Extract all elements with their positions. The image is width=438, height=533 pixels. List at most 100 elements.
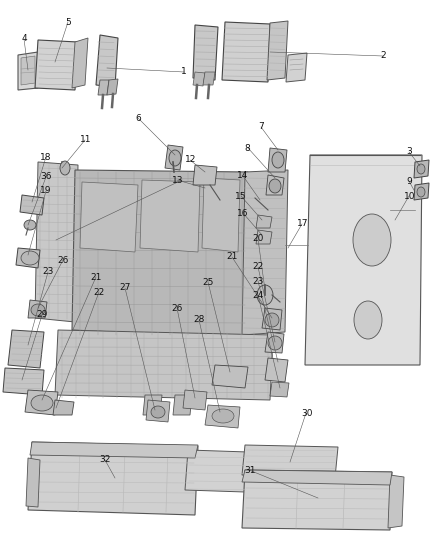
Text: 9: 9 [406, 177, 413, 185]
Text: 4: 4 [21, 35, 27, 43]
Polygon shape [25, 390, 58, 415]
Ellipse shape [31, 304, 45, 316]
Ellipse shape [169, 150, 181, 166]
Polygon shape [8, 330, 44, 368]
Text: 15: 15 [235, 192, 247, 200]
Text: 26: 26 [58, 256, 69, 264]
Polygon shape [242, 170, 288, 335]
Polygon shape [173, 395, 192, 415]
Ellipse shape [417, 187, 425, 197]
Text: 16: 16 [237, 209, 249, 217]
Text: 32: 32 [99, 455, 111, 464]
Ellipse shape [353, 214, 391, 266]
Polygon shape [30, 442, 198, 458]
Polygon shape [414, 183, 429, 200]
Polygon shape [28, 442, 198, 515]
Text: 2: 2 [381, 52, 386, 60]
Polygon shape [185, 450, 248, 492]
Polygon shape [265, 332, 284, 353]
Polygon shape [165, 145, 183, 170]
Ellipse shape [151, 406, 165, 418]
Polygon shape [267, 21, 288, 80]
Ellipse shape [31, 395, 53, 411]
Polygon shape [202, 178, 240, 252]
Polygon shape [203, 72, 215, 85]
Polygon shape [193, 165, 217, 185]
Ellipse shape [212, 409, 234, 423]
Polygon shape [222, 22, 270, 82]
Text: 24: 24 [253, 292, 264, 300]
Polygon shape [53, 400, 74, 415]
Polygon shape [205, 405, 240, 428]
Text: 19: 19 [40, 187, 52, 195]
Ellipse shape [417, 164, 425, 174]
Polygon shape [193, 25, 218, 80]
Polygon shape [21, 56, 35, 85]
Text: 8: 8 [244, 144, 251, 152]
Polygon shape [270, 382, 289, 397]
Polygon shape [286, 53, 307, 82]
Text: 12: 12 [185, 156, 196, 164]
Ellipse shape [354, 301, 382, 339]
Ellipse shape [24, 220, 36, 230]
Polygon shape [262, 308, 282, 330]
Text: 28: 28 [194, 316, 205, 324]
Ellipse shape [257, 285, 273, 305]
Polygon shape [3, 368, 44, 395]
Polygon shape [183, 390, 207, 410]
Text: 23: 23 [253, 277, 264, 286]
Text: 11: 11 [80, 135, 91, 144]
Polygon shape [55, 330, 273, 400]
Polygon shape [35, 162, 78, 322]
Text: 5: 5 [65, 18, 71, 27]
Text: 29: 29 [36, 310, 47, 319]
Polygon shape [212, 365, 248, 388]
Polygon shape [305, 155, 422, 365]
Polygon shape [268, 148, 287, 172]
Polygon shape [16, 248, 40, 268]
Polygon shape [146, 400, 170, 422]
Ellipse shape [269, 179, 281, 193]
Text: 23: 23 [42, 268, 54, 276]
Polygon shape [266, 175, 284, 195]
Text: 22: 22 [253, 262, 264, 271]
Polygon shape [242, 445, 338, 478]
Polygon shape [80, 182, 138, 252]
Polygon shape [98, 80, 109, 95]
Polygon shape [414, 160, 429, 178]
Polygon shape [143, 395, 162, 415]
Polygon shape [107, 79, 118, 95]
Text: 14: 14 [237, 172, 249, 180]
Text: 21: 21 [91, 273, 102, 281]
Text: 26: 26 [172, 304, 183, 312]
Text: 10: 10 [404, 192, 415, 200]
Ellipse shape [60, 161, 70, 175]
Polygon shape [265, 358, 288, 382]
Polygon shape [256, 215, 272, 228]
Ellipse shape [268, 336, 282, 350]
Polygon shape [242, 470, 392, 530]
Polygon shape [72, 170, 248, 338]
Polygon shape [28, 300, 47, 318]
Ellipse shape [272, 152, 284, 168]
Text: 36: 36 [40, 173, 52, 181]
Text: 25: 25 [202, 278, 214, 287]
Text: 13: 13 [172, 176, 183, 184]
Text: 3: 3 [406, 148, 413, 156]
Text: 6: 6 [135, 114, 141, 123]
Text: 17: 17 [297, 220, 308, 228]
Polygon shape [72, 38, 88, 88]
Polygon shape [388, 475, 404, 528]
Polygon shape [26, 458, 40, 507]
Text: 31: 31 [244, 466, 255, 474]
Polygon shape [256, 230, 272, 244]
Polygon shape [35, 40, 78, 90]
Polygon shape [18, 52, 38, 90]
Text: 18: 18 [40, 153, 52, 161]
Polygon shape [96, 35, 118, 87]
Text: 1: 1 [181, 68, 187, 76]
Text: 21: 21 [226, 253, 238, 261]
Polygon shape [20, 195, 44, 215]
Polygon shape [242, 470, 392, 485]
Text: 20: 20 [253, 235, 264, 243]
